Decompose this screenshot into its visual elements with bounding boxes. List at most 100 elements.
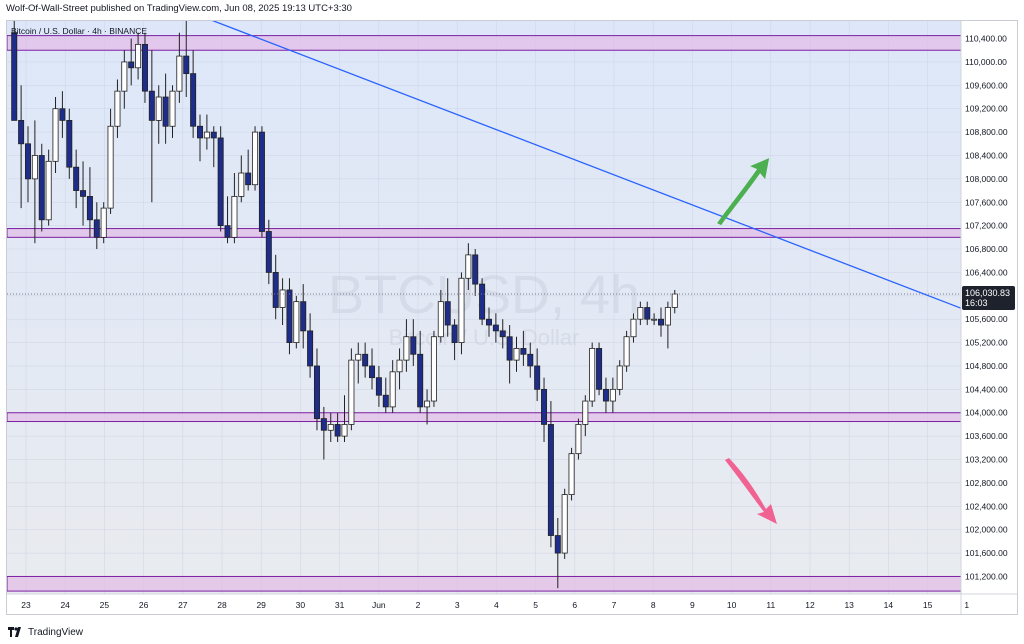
price-tick-label: 104,000.00	[965, 408, 1008, 418]
support-resistance-zone[interactable]	[7, 35, 962, 51]
price-tick-label: 108,400.00	[965, 150, 1008, 160]
support-resistance-zone[interactable]	[7, 412, 962, 423]
trendline[interactable]	[198, 21, 968, 312]
candle-body	[141, 43, 148, 92]
candle-body	[341, 424, 348, 437]
candle-body	[527, 353, 534, 367]
time-tick-label: 3	[455, 600, 460, 610]
arrows-group[interactable]	[717, 158, 777, 524]
candle-body	[671, 293, 678, 308]
candle-body	[602, 388, 609, 402]
candle-body	[320, 418, 327, 431]
time-tick-label: 26	[139, 600, 149, 610]
candle-body	[183, 55, 190, 75]
candle-body	[589, 348, 596, 402]
candle-body	[582, 400, 589, 425]
support-resistance-zone[interactable]	[7, 575, 962, 592]
price-tick-label: 105,600.00	[965, 314, 1008, 324]
up-arrow-icon[interactable]	[717, 158, 770, 226]
price-axis[interactable]	[961, 21, 1017, 614]
candle-body	[272, 272, 279, 308]
candle-body	[596, 348, 603, 390]
time-tick-label: 30	[296, 600, 306, 610]
candle-body	[430, 336, 437, 402]
time-axis[interactable]	[7, 594, 961, 614]
price-tick-label: 106,800.00	[965, 244, 1008, 254]
candle-body	[286, 289, 293, 343]
candle-body	[238, 172, 245, 197]
price-tick-label: 110,400.00	[965, 34, 1007, 44]
time-tick-label: 29	[256, 600, 266, 610]
candle-body	[11, 32, 18, 121]
candle-body	[369, 365, 376, 379]
candle-body	[568, 453, 575, 496]
candle-body	[458, 277, 465, 343]
candle-body	[121, 61, 128, 92]
price-tick-label: 101,600.00	[965, 548, 1008, 558]
candle-body	[18, 119, 25, 145]
candle-body	[169, 90, 176, 127]
price-tick-label: 107,200.00	[965, 221, 1008, 231]
candle-body	[38, 155, 45, 221]
candle-body	[479, 283, 486, 320]
candle-body	[148, 90, 155, 121]
arrow-shape	[717, 158, 770, 226]
candle-body	[327, 424, 334, 431]
time-tick-label: 15	[923, 600, 933, 610]
candle-body	[93, 219, 100, 238]
time-tick-label: 28	[217, 600, 227, 610]
time-tick-label: 1	[964, 600, 969, 610]
candle-body	[313, 365, 320, 419]
price-tick-label: 101,200.00	[965, 571, 1008, 581]
candle-body	[334, 424, 341, 437]
price-tick-label: 103,200.00	[965, 455, 1008, 465]
candle-body	[217, 137, 224, 227]
time-tick-label: 13	[844, 600, 854, 610]
candle-body	[424, 400, 431, 408]
candles-group	[11, 21, 678, 589]
candle-body	[362, 353, 369, 367]
price-tick-label: 109,200.00	[965, 104, 1008, 114]
candle-body	[279, 289, 286, 308]
candlestick-chart[interactable]: BTCUSD, 4h Bitcoin / U.S. Dollar 110,400…	[7, 21, 1017, 614]
time-tick-label: 7	[612, 600, 617, 610]
price-tick-label: 106,400.00	[965, 267, 1008, 277]
candle-body	[520, 348, 527, 355]
symbol-legend[interactable]: Bitcoin / U.S. Dollar · 4h · BINANCE	[11, 26, 147, 36]
price-tick-label: 109,600.00	[965, 80, 1008, 90]
candle-body	[100, 207, 107, 238]
support-resistance-zone[interactable]	[7, 228, 962, 238]
candle-body	[637, 307, 644, 320]
candle-body	[541, 388, 548, 425]
down-arrow-icon[interactable]	[724, 457, 777, 524]
chart-frame[interactable]: BTCUSD, 4h Bitcoin / U.S. Dollar 110,400…	[6, 20, 1018, 615]
price-tick-label: 108,800.00	[965, 127, 1008, 137]
horizontal-zones[interactable]	[7, 35, 962, 592]
time-axis-ticks: 23 24 25 26 27 28 29 30 31 Jun 2 3 4 5 6 7 8 9 10 11 12 13 14 1…	[21, 600, 969, 610]
time-tick-label: 14	[884, 600, 894, 610]
price-tick-label: 102,400.00	[965, 501, 1008, 511]
time-tick-label: 24	[60, 600, 70, 610]
time-tick-label: 10	[727, 600, 737, 610]
candle-body	[190, 73, 197, 127]
candle-body	[575, 424, 582, 455]
candle-body	[499, 330, 506, 338]
time-tick-label: 31	[335, 600, 345, 610]
candle-body	[389, 371, 396, 408]
price-tick-label: 103,600.00	[965, 431, 1008, 441]
candle-body	[534, 365, 541, 390]
candle-body	[492, 324, 499, 332]
price-tick-label: 110,000.00	[965, 57, 1007, 67]
candle-body	[252, 131, 259, 186]
time-tick-label: 9	[690, 600, 695, 610]
price-tick-label: 102,000.00	[965, 525, 1008, 535]
candle-body	[197, 125, 204, 139]
time-tick-label: 2	[416, 600, 421, 610]
time-tick-label: 12	[805, 600, 815, 610]
candle-body	[664, 307, 671, 326]
candle-body	[135, 43, 142, 69]
candle-body	[485, 318, 492, 326]
candle-body	[651, 318, 658, 321]
candle-body	[25, 143, 32, 180]
candle-body	[506, 336, 513, 361]
